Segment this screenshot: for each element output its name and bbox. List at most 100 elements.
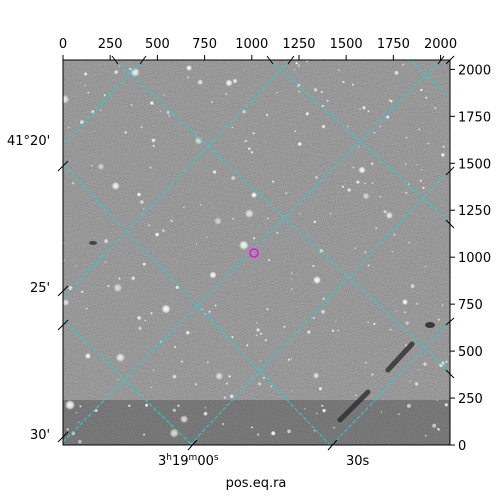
star	[231, 336, 234, 339]
star	[322, 408, 326, 413]
star	[444, 403, 448, 407]
star	[250, 151, 254, 154]
star	[180, 360, 183, 363]
star	[256, 328, 260, 332]
star	[180, 415, 189, 424]
star	[206, 236, 208, 238]
top-tick-label: 2000	[424, 37, 457, 52]
star	[341, 185, 344, 188]
star	[152, 145, 155, 147]
right-tick-label: 1000	[458, 251, 491, 266]
star	[104, 261, 107, 263]
star	[320, 90, 323, 94]
star	[118, 65, 121, 67]
bottom-axis	[187, 439, 338, 451]
star	[214, 304, 217, 307]
star	[130, 276, 136, 281]
plot-frame	[62, 59, 451, 446]
star	[170, 219, 173, 222]
star	[204, 407, 207, 409]
star	[199, 204, 202, 206]
star	[351, 83, 354, 86]
star	[244, 139, 248, 143]
star	[128, 404, 131, 407]
star	[168, 114, 171, 117]
star	[321, 124, 326, 129]
bright-star	[85, 353, 91, 359]
star	[172, 408, 177, 413]
star	[294, 130, 297, 133]
star	[232, 218, 234, 220]
top-axis: 0 250 500 750 1000 1250 1500 1750 2000	[59, 37, 457, 60]
star	[166, 111, 170, 114]
star	[78, 421, 80, 423]
star	[87, 91, 90, 94]
star	[225, 382, 229, 385]
star	[271, 431, 276, 436]
right-tick-label: 250	[458, 392, 483, 407]
star	[306, 60, 308, 63]
star	[293, 69, 296, 71]
star	[194, 136, 203, 145]
star	[151, 138, 156, 143]
star	[320, 309, 326, 315]
star	[148, 224, 150, 227]
star	[394, 70, 399, 75]
star	[358, 146, 360, 148]
star	[215, 372, 223, 380]
star	[313, 87, 318, 93]
star	[367, 321, 370, 324]
star	[420, 88, 423, 92]
dec-label-25: 25'	[30, 281, 50, 296]
star	[437, 427, 439, 430]
bright-star	[161, 304, 171, 314]
star	[379, 195, 382, 198]
star	[417, 369, 419, 371]
star	[331, 329, 334, 332]
star	[115, 353, 125, 363]
star	[194, 383, 197, 386]
star	[312, 316, 315, 319]
star	[63, 299, 70, 306]
star	[375, 227, 378, 230]
star	[79, 405, 82, 408]
star	[143, 207, 145, 210]
star	[150, 101, 154, 105]
bright-star	[313, 276, 321, 284]
star	[364, 251, 367, 253]
star	[138, 326, 143, 331]
star	[305, 112, 309, 116]
star	[379, 125, 381, 128]
star	[333, 426, 335, 429]
top-tick-label: 1750	[377, 37, 410, 52]
star	[312, 265, 315, 268]
target-marker	[249, 248, 259, 258]
star	[195, 243, 198, 245]
star	[130, 67, 140, 77]
star	[212, 170, 217, 174]
star	[442, 145, 445, 148]
star	[276, 231, 279, 234]
star	[252, 132, 255, 135]
star	[318, 387, 322, 391]
dec-label-30: 30'	[30, 428, 50, 443]
star	[250, 426, 253, 429]
star	[364, 182, 367, 185]
top-tick-label: 1250	[282, 37, 315, 52]
star	[140, 126, 143, 129]
star	[75, 412, 78, 414]
star	[267, 217, 269, 220]
bright-star	[209, 271, 217, 279]
star	[335, 320, 337, 323]
star	[373, 322, 376, 325]
star	[367, 264, 370, 267]
bright-star	[402, 299, 408, 305]
right-tick-label: 1750	[458, 110, 491, 125]
star	[386, 115, 390, 119]
star	[356, 180, 360, 184]
right-tick-label: 500	[458, 345, 483, 360]
star	[347, 188, 351, 192]
star	[84, 72, 88, 76]
star	[230, 175, 236, 181]
